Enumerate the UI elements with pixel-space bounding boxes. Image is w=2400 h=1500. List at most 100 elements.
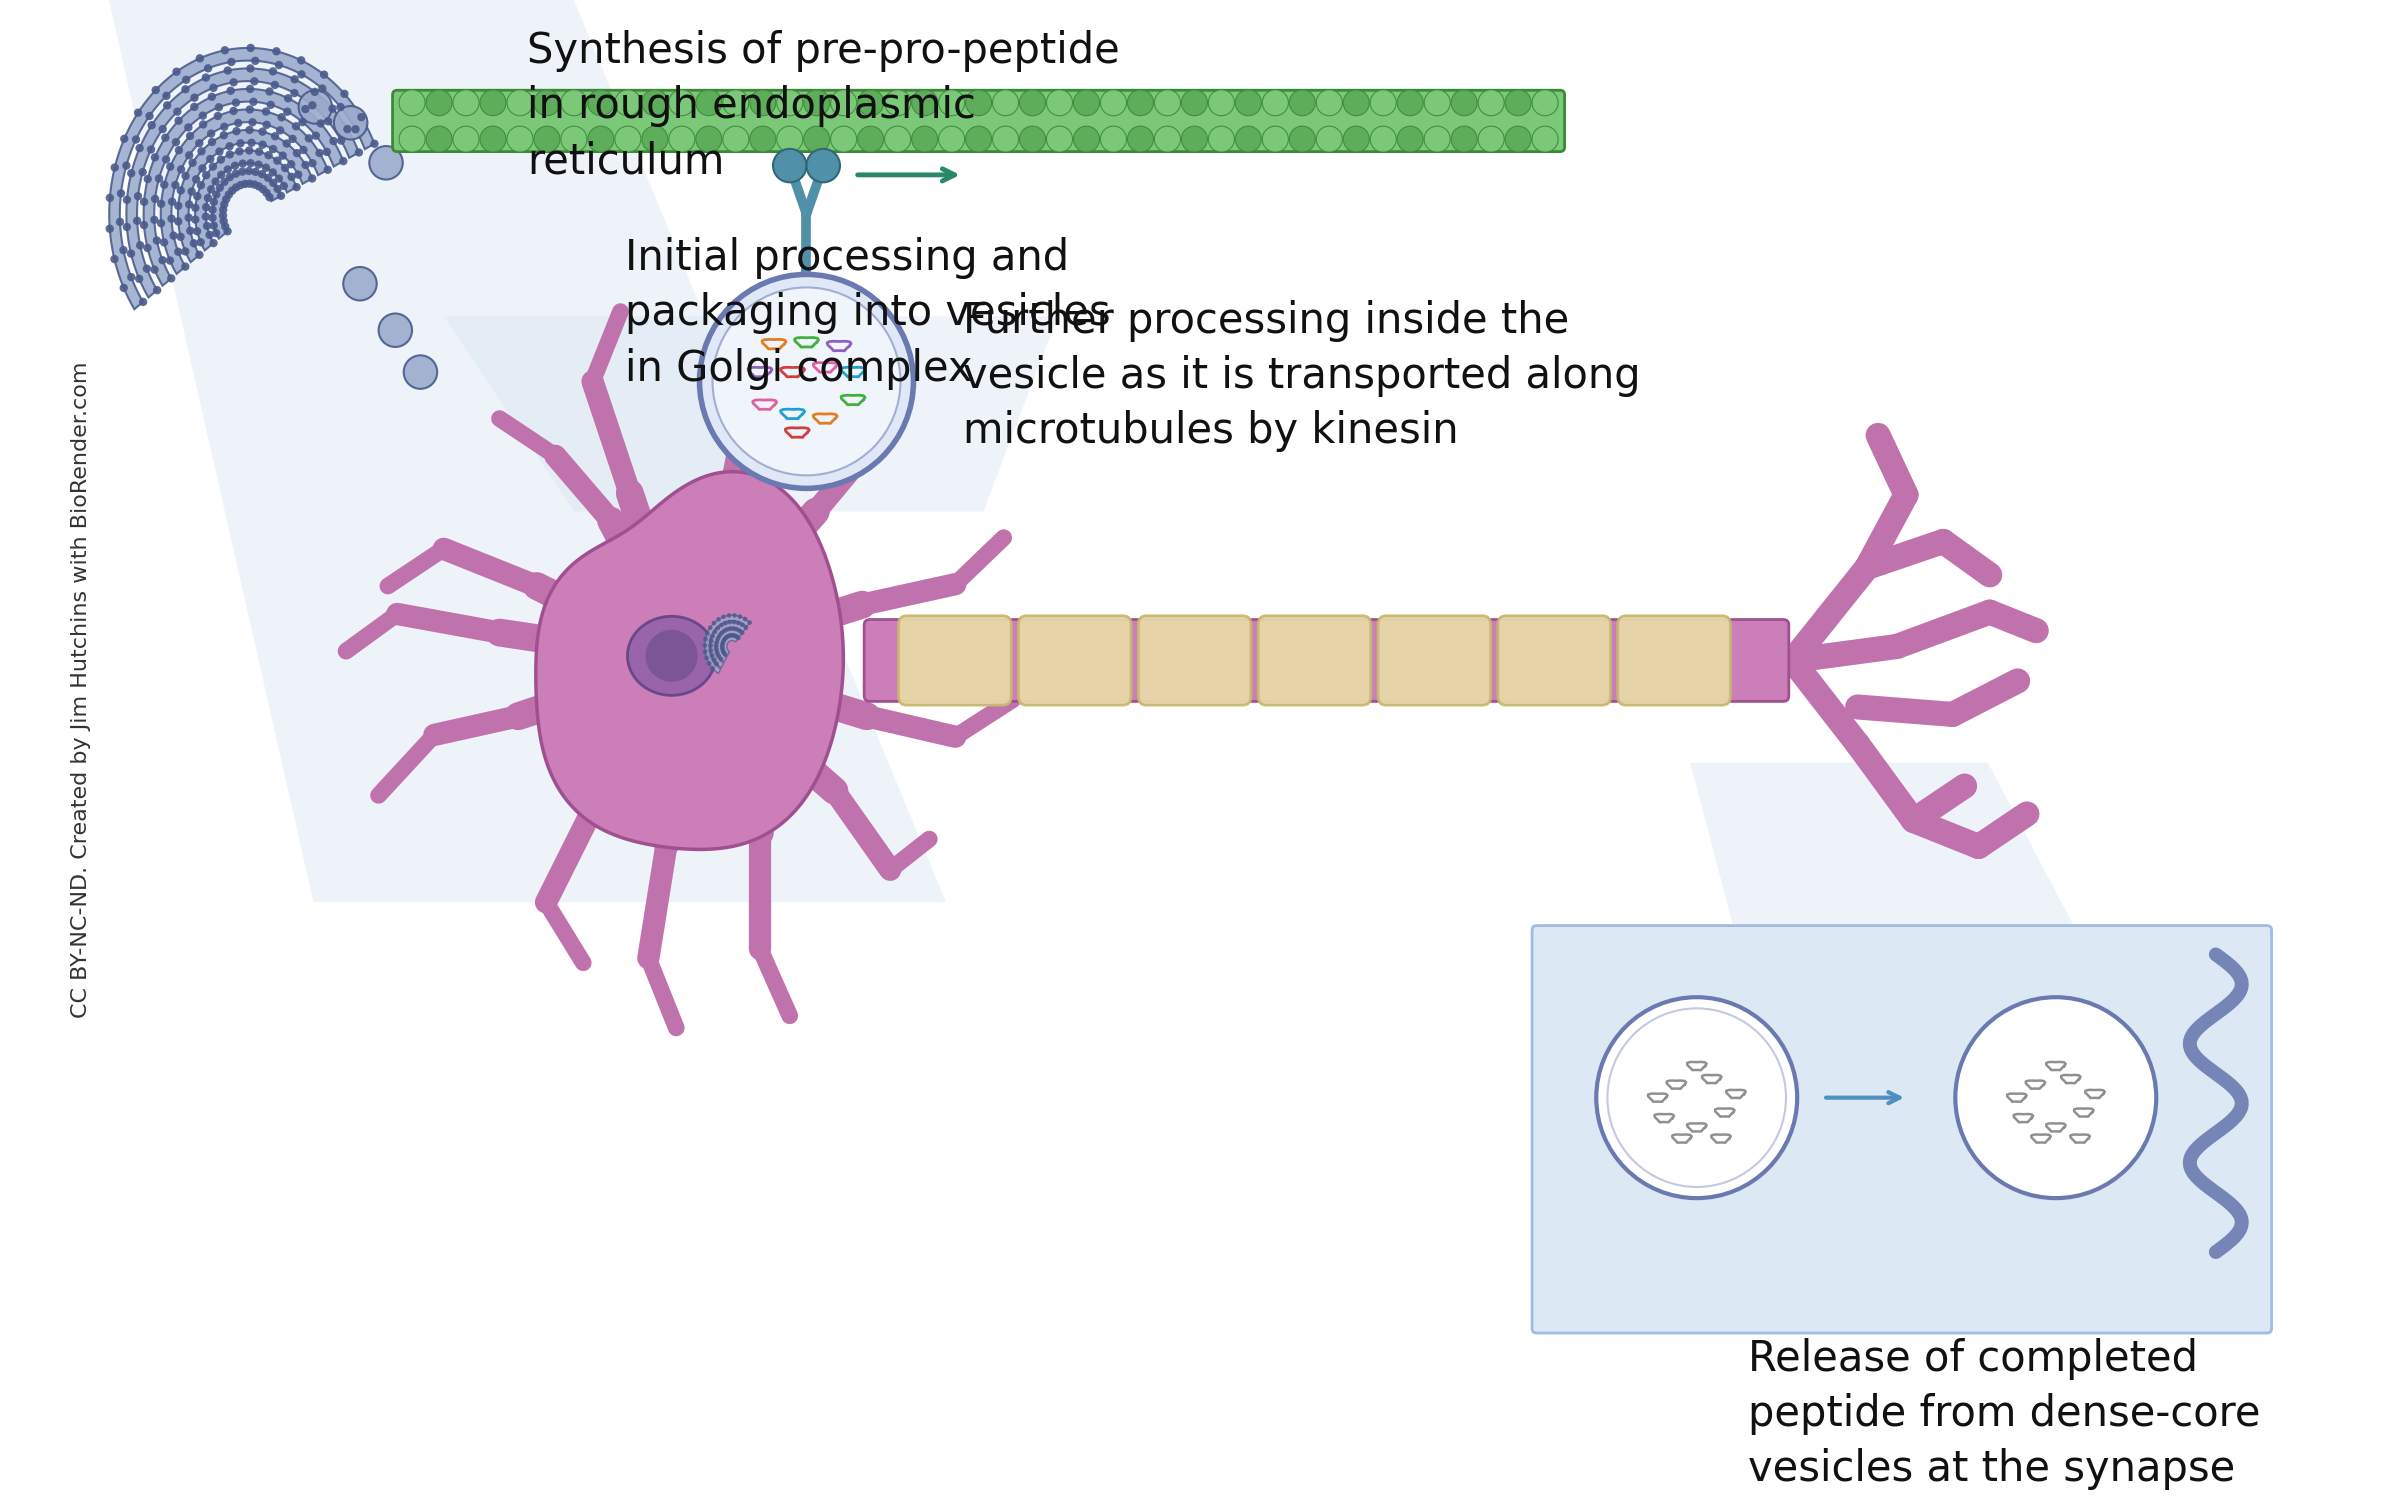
Circle shape xyxy=(221,222,230,231)
Polygon shape xyxy=(161,110,329,274)
Circle shape xyxy=(298,56,305,64)
Circle shape xyxy=(1531,126,1558,152)
Circle shape xyxy=(804,126,830,152)
Circle shape xyxy=(192,192,202,201)
Circle shape xyxy=(245,147,254,154)
Circle shape xyxy=(720,646,725,651)
Circle shape xyxy=(254,160,262,170)
Circle shape xyxy=(912,90,938,116)
Circle shape xyxy=(283,94,293,102)
Circle shape xyxy=(175,146,182,154)
Circle shape xyxy=(732,633,737,638)
Circle shape xyxy=(221,46,228,54)
Circle shape xyxy=(190,102,199,111)
Circle shape xyxy=(151,266,158,274)
Circle shape xyxy=(264,152,274,159)
Circle shape xyxy=(288,160,295,168)
Circle shape xyxy=(262,189,271,196)
Circle shape xyxy=(1102,126,1126,152)
Circle shape xyxy=(266,194,274,201)
Circle shape xyxy=(209,213,216,222)
Circle shape xyxy=(994,126,1018,152)
Circle shape xyxy=(190,238,199,248)
Polygon shape xyxy=(110,48,374,309)
Circle shape xyxy=(185,152,194,159)
Circle shape xyxy=(202,213,211,220)
Circle shape xyxy=(1073,90,1099,116)
Circle shape xyxy=(641,126,667,152)
Circle shape xyxy=(322,147,331,156)
Circle shape xyxy=(226,172,233,182)
Circle shape xyxy=(324,117,331,126)
Circle shape xyxy=(708,626,713,630)
Polygon shape xyxy=(1690,764,2081,939)
Circle shape xyxy=(223,66,233,75)
Circle shape xyxy=(722,90,749,116)
Polygon shape xyxy=(194,150,298,250)
Circle shape xyxy=(720,644,725,648)
Circle shape xyxy=(206,184,216,194)
Circle shape xyxy=(713,288,900,476)
Circle shape xyxy=(278,152,288,160)
Circle shape xyxy=(703,650,708,654)
Circle shape xyxy=(746,620,751,626)
Circle shape xyxy=(134,274,144,284)
Circle shape xyxy=(110,164,120,171)
Circle shape xyxy=(696,126,722,152)
Circle shape xyxy=(223,165,233,174)
Circle shape xyxy=(732,614,737,618)
Circle shape xyxy=(278,112,286,122)
Circle shape xyxy=(614,126,641,152)
Circle shape xyxy=(739,630,744,634)
Circle shape xyxy=(706,662,710,666)
Circle shape xyxy=(722,621,727,626)
Circle shape xyxy=(1154,126,1181,152)
Circle shape xyxy=(262,120,271,129)
Circle shape xyxy=(226,142,233,150)
Circle shape xyxy=(204,64,211,72)
Circle shape xyxy=(197,182,204,189)
Circle shape xyxy=(132,216,142,225)
Circle shape xyxy=(703,656,708,660)
Circle shape xyxy=(218,217,228,225)
Circle shape xyxy=(211,230,221,237)
Circle shape xyxy=(329,136,338,146)
Circle shape xyxy=(187,226,194,236)
Circle shape xyxy=(168,274,175,282)
Circle shape xyxy=(230,162,240,170)
Circle shape xyxy=(269,146,278,153)
Circle shape xyxy=(247,44,254,52)
Circle shape xyxy=(715,644,718,648)
Circle shape xyxy=(715,626,720,630)
Circle shape xyxy=(1262,90,1289,116)
Circle shape xyxy=(192,176,199,183)
Circle shape xyxy=(269,68,276,75)
Circle shape xyxy=(233,183,240,192)
Circle shape xyxy=(178,165,185,174)
Circle shape xyxy=(302,160,310,170)
Circle shape xyxy=(715,662,720,666)
Circle shape xyxy=(281,164,290,172)
Circle shape xyxy=(708,639,713,644)
Circle shape xyxy=(271,132,278,141)
Circle shape xyxy=(216,171,226,178)
Circle shape xyxy=(1452,90,1476,116)
Text: CC BY-NC-ND. Created by Jim Hutchins with BioRender.com: CC BY-NC-ND. Created by Jim Hutchins wit… xyxy=(72,362,91,1019)
Circle shape xyxy=(178,186,185,195)
Circle shape xyxy=(588,126,614,152)
Circle shape xyxy=(173,108,182,116)
FancyBboxPatch shape xyxy=(1618,616,1730,705)
Circle shape xyxy=(230,78,238,87)
Circle shape xyxy=(185,132,194,140)
Circle shape xyxy=(830,90,857,116)
Circle shape xyxy=(614,90,641,116)
Circle shape xyxy=(737,628,742,633)
Circle shape xyxy=(773,148,806,183)
Circle shape xyxy=(134,192,142,201)
Circle shape xyxy=(247,159,254,168)
Circle shape xyxy=(1315,90,1342,116)
Circle shape xyxy=(122,222,132,231)
Circle shape xyxy=(725,627,730,632)
Circle shape xyxy=(221,123,228,130)
Circle shape xyxy=(1478,90,1505,116)
